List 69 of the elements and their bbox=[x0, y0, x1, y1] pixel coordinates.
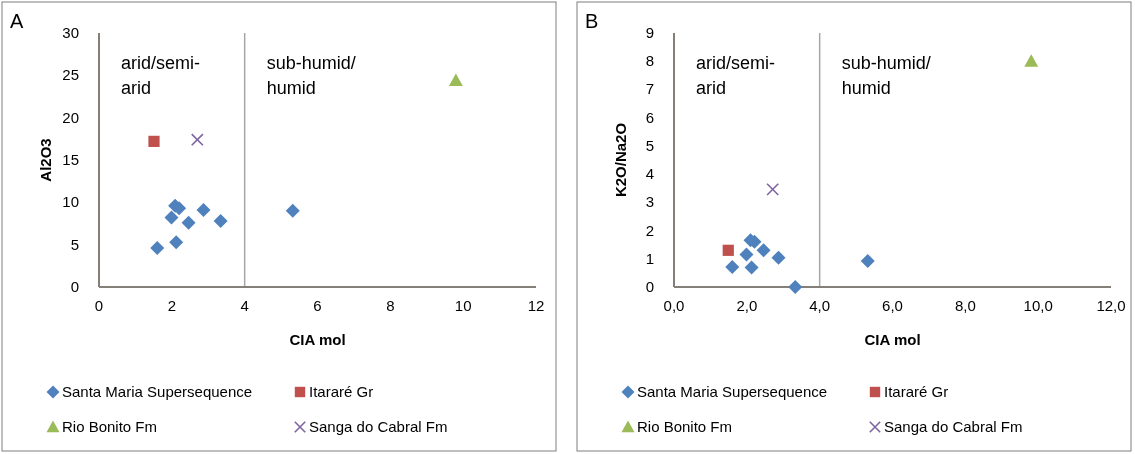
x-tick-label: 10 bbox=[454, 297, 472, 314]
point bbox=[766, 182, 780, 196]
y-tick-label: 10 bbox=[62, 193, 79, 211]
y-tick-label: 5 bbox=[70, 235, 79, 253]
point bbox=[448, 73, 463, 87]
y-tick-label: 8 bbox=[645, 52, 654, 70]
y-tick-label: 4 bbox=[645, 165, 654, 183]
x-tick-label: 2,0 bbox=[736, 297, 758, 314]
point bbox=[169, 235, 184, 250]
annotation: arid/semi-arid bbox=[696, 53, 776, 98]
y-tick-label: 7 bbox=[645, 80, 654, 98]
point bbox=[190, 133, 204, 147]
legend-label: Rio Bonito Fm bbox=[62, 418, 158, 435]
y-tick-label: 2 bbox=[645, 221, 654, 239]
legend-label: Itararé Gr bbox=[884, 383, 949, 400]
x-axis-title: CIA mol bbox=[864, 331, 921, 348]
x-tick-label: 4 bbox=[240, 297, 249, 314]
legend-label: Sanga do Cabral Fm bbox=[309, 418, 448, 435]
point bbox=[744, 260, 759, 275]
y-tick-label: 6 bbox=[645, 108, 654, 126]
x-tick-label: 8 bbox=[386, 297, 395, 314]
y-tick-label: 3 bbox=[645, 193, 654, 211]
y-tick-label: 5 bbox=[645, 136, 654, 154]
y-tick-label: 0 bbox=[645, 278, 654, 295]
x-tick-label: 8,0 bbox=[954, 297, 976, 314]
point bbox=[148, 135, 160, 147]
y-tick-label: 0 bbox=[70, 278, 79, 295]
y-axis-title: Al2O3 bbox=[37, 138, 54, 182]
legend-label: Santa Maria Supersequence bbox=[637, 383, 828, 400]
legend-label: Sanga do Cabral Fm bbox=[884, 418, 1023, 435]
point bbox=[788, 280, 803, 294]
point bbox=[164, 210, 179, 225]
point bbox=[771, 250, 786, 265]
chart-title: A bbox=[10, 10, 24, 32]
legend-label: Rio Bonito Fm bbox=[637, 418, 733, 435]
x-tick-label: 6,0 bbox=[882, 297, 903, 314]
point bbox=[213, 213, 228, 228]
x-tick-label: 6 bbox=[313, 297, 322, 314]
y-axis-title: K2O/Na2O bbox=[612, 122, 629, 198]
x-tick-label: 10,0 bbox=[1023, 297, 1053, 314]
y-tick-label: 30 bbox=[62, 24, 79, 41]
y-tick-label: 9 bbox=[645, 24, 654, 41]
point bbox=[756, 243, 771, 258]
point bbox=[1024, 54, 1039, 67]
point bbox=[739, 247, 754, 262]
chart-title: B bbox=[585, 10, 599, 32]
legend-label: Itararé Gr bbox=[309, 383, 374, 400]
point bbox=[725, 259, 740, 274]
x-tick-label: 0,0 bbox=[663, 297, 685, 314]
x-tick-label: 4,0 bbox=[809, 297, 831, 314]
y-tick-label: 25 bbox=[62, 66, 79, 84]
annotation: sub-humid/humid bbox=[266, 53, 356, 98]
annotation: sub-humid/humid bbox=[841, 53, 931, 98]
point bbox=[860, 254, 875, 269]
y-tick-label: 20 bbox=[62, 108, 79, 126]
x-tick-label: 12,0 bbox=[1096, 297, 1126, 314]
y-tick-label: 15 bbox=[62, 151, 79, 168]
point bbox=[722, 244, 734, 256]
x-axis-title: CIA mol bbox=[289, 331, 346, 348]
point bbox=[196, 202, 211, 217]
point bbox=[150, 241, 165, 256]
y-tick-label: 1 bbox=[645, 249, 654, 267]
x-tick-label: 2 bbox=[167, 297, 177, 314]
x-tick-label: 0 bbox=[94, 297, 104, 314]
legend-label: Santa Maria Supersequence bbox=[62, 383, 253, 400]
point bbox=[181, 215, 196, 230]
annotation: arid/semi-arid bbox=[121, 53, 201, 98]
point bbox=[285, 203, 300, 218]
x-tick-label: 12 bbox=[527, 297, 545, 314]
